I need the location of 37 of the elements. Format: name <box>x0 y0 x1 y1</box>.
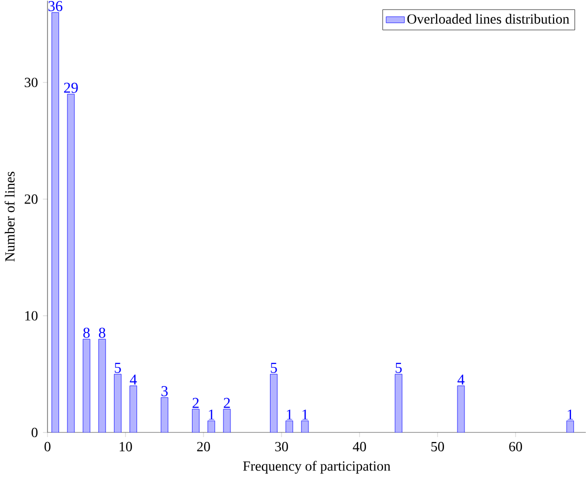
data-label: 2 <box>224 398 230 408</box>
bar <box>114 374 122 432</box>
bar <box>270 374 278 432</box>
x-tick-label: 60 <box>509 442 522 452</box>
data-label: 5 <box>396 362 402 373</box>
y-tick-label: 20 <box>24 194 38 204</box>
y-tick-label: 30 <box>24 78 38 87</box>
y-tick-label: 0 <box>32 428 38 438</box>
data-label: 1 <box>208 409 214 420</box>
bar <box>130 385 138 432</box>
data-label: 1 <box>286 409 292 420</box>
x-tick-label: 50 <box>431 442 444 452</box>
data-label: 4 <box>130 374 137 384</box>
bar <box>98 338 106 432</box>
data-label: 1 <box>302 409 308 420</box>
bar <box>67 94 75 432</box>
x-axis-title: Frequency of participation <box>243 460 390 474</box>
y-axis-title: Number of lines <box>4 172 15 262</box>
data-label: 29 <box>64 82 78 93</box>
data-label: 8 <box>83 328 90 338</box>
y-tick-label: 10 <box>25 310 38 320</box>
data-label: 3 <box>161 386 168 396</box>
x-tick-label: 10 <box>120 442 132 452</box>
data-label: 4 <box>457 374 464 384</box>
data-label: 2 <box>192 398 199 408</box>
data-label: 5 <box>114 362 121 373</box>
data-label: 8 <box>98 328 106 338</box>
data-label: 1 <box>568 409 574 420</box>
x-tick-label: 30 <box>275 442 288 452</box>
data-label: 36 <box>48 0 62 11</box>
bar <box>52 12 60 432</box>
x-tick-label: 20 <box>197 442 210 452</box>
x-tick-label: 40 <box>352 442 366 452</box>
legend-label: Overloaded lines distribution <box>407 14 570 24</box>
x-tick-label: 0 <box>44 442 50 452</box>
data-label: 5 <box>270 362 277 373</box>
bar <box>192 408 200 432</box>
